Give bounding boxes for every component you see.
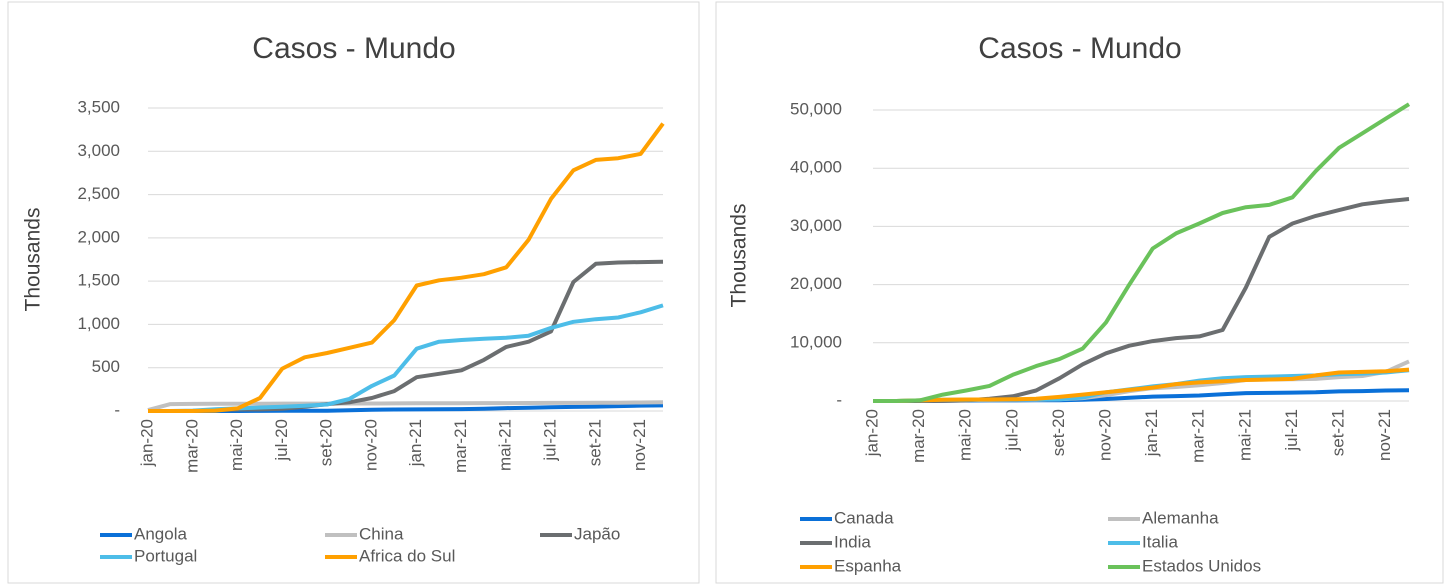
y-tick-label: 2,500 bbox=[77, 184, 120, 203]
legend-label: Portugal bbox=[134, 546, 197, 565]
series-line bbox=[147, 400, 664, 413]
y-tick-label: 30,000 bbox=[790, 216, 842, 235]
x-tick-label: mai-20 bbox=[956, 409, 975, 461]
x-tick-label: set-21 bbox=[1329, 409, 1348, 456]
legend-label: Canada bbox=[834, 508, 894, 527]
y-tick-label: - bbox=[114, 400, 120, 419]
y-tick-label: 500 bbox=[92, 357, 120, 376]
x-tick-label: set-21 bbox=[585, 419, 604, 466]
y-tick-label: 3,500 bbox=[77, 97, 120, 116]
series-line bbox=[873, 367, 1410, 403]
y-tick-label: 2,000 bbox=[77, 227, 120, 246]
legend-label: Angola bbox=[134, 524, 187, 543]
panel-left bbox=[7, 1, 700, 584]
y-tick-label: 3,000 bbox=[77, 141, 120, 160]
x-tick-label: nov-21 bbox=[1375, 409, 1394, 461]
panel-right bbox=[715, 1, 1444, 584]
x-tick-label: mai-21 bbox=[1235, 409, 1254, 461]
legend-label: Estados Unidos bbox=[1142, 556, 1261, 575]
y-tick-label: 1,000 bbox=[77, 314, 120, 333]
x-tick-label: set-20 bbox=[1049, 409, 1068, 456]
y-axis-title: Thousands bbox=[728, 204, 751, 308]
legend-label: Espanha bbox=[834, 556, 902, 575]
y-tick-label: 50,000 bbox=[790, 99, 842, 118]
x-tick-label: jan-21 bbox=[1142, 409, 1161, 457]
x-tick-label: jan-20 bbox=[862, 409, 881, 457]
x-tick-label: jan-21 bbox=[406, 419, 425, 467]
legend-label: China bbox=[359, 524, 404, 543]
x-tick-label: mar-21 bbox=[451, 419, 470, 473]
x-tick-label: jul-21 bbox=[1282, 409, 1301, 452]
x-tick-label: mai-20 bbox=[227, 419, 246, 471]
legend-label: Italia bbox=[1142, 532, 1178, 551]
x-tick-label: set-20 bbox=[317, 419, 336, 466]
y-axis-title: Thousands bbox=[22, 208, 45, 312]
y-tick-label: 10,000 bbox=[790, 332, 842, 351]
y-tick-label: 20,000 bbox=[790, 274, 842, 293]
chart-title: Casos - Mundo bbox=[252, 32, 455, 65]
x-tick-label: jul-20 bbox=[272, 419, 291, 462]
x-tick-label: mar-20 bbox=[909, 409, 928, 463]
legend-label: India bbox=[834, 532, 871, 551]
x-tick-label: nov-21 bbox=[630, 419, 649, 471]
legend-label: Japão bbox=[574, 524, 620, 543]
legend-label: Africa do Sul bbox=[359, 546, 455, 565]
x-tick-label: nov-20 bbox=[1096, 409, 1115, 461]
x-tick-label: mar-21 bbox=[1189, 409, 1208, 463]
y-tick-label: - bbox=[836, 390, 842, 409]
x-tick-label: jul-21 bbox=[541, 419, 560, 462]
x-tick-label: nov-20 bbox=[361, 419, 380, 471]
y-tick-label: 40,000 bbox=[790, 158, 842, 177]
legend-label: Alemanha bbox=[1142, 508, 1219, 527]
x-tick-label: mai-21 bbox=[496, 419, 515, 471]
x-tick-label: mar-20 bbox=[182, 419, 201, 473]
series-line bbox=[148, 122, 665, 413]
series-line bbox=[873, 102, 1411, 403]
y-tick-label: 1,500 bbox=[77, 271, 120, 290]
chart-title: Casos - Mundo bbox=[978, 32, 1181, 65]
x-tick-label: jul-20 bbox=[1002, 409, 1021, 452]
x-tick-label: jan-20 bbox=[137, 419, 156, 467]
